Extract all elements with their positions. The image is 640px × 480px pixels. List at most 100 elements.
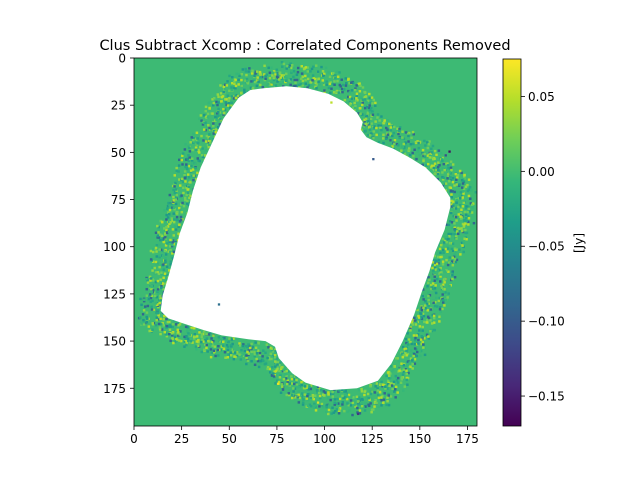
noise-pixel <box>364 129 367 133</box>
noise-pixel <box>238 353 241 356</box>
noise-pixel <box>360 128 363 132</box>
noise-pixel <box>306 70 310 73</box>
noise-pixel <box>325 410 328 414</box>
noise-pixel <box>396 357 399 360</box>
noise-pixel <box>186 199 189 203</box>
noise-pixel <box>338 407 342 410</box>
noise-pixel <box>268 357 271 361</box>
noise-pixel <box>266 366 270 369</box>
noise-pixel <box>188 150 192 153</box>
noise-pixel <box>186 326 189 329</box>
noise-pixel <box>306 86 309 89</box>
noise-pixel <box>367 404 371 408</box>
noise-pixel <box>174 228 178 231</box>
y-tick-label: 175 <box>103 382 126 396</box>
noise-pixel <box>441 178 445 181</box>
noise-pixel <box>451 271 454 274</box>
x-tick-label: 100 <box>313 432 336 446</box>
noise-pixel <box>185 202 189 205</box>
noise-pixel <box>194 146 198 149</box>
noise-pixel <box>461 205 465 208</box>
noise-pixel <box>402 142 406 146</box>
noise-pixel <box>161 238 165 241</box>
noise-pixel <box>439 275 442 278</box>
noise-pixel <box>350 97 354 100</box>
noise-pixel <box>254 72 257 75</box>
noise-pixel <box>400 369 403 373</box>
noise-pixel <box>314 77 317 81</box>
noise-pixel <box>165 273 169 277</box>
noise-pixel <box>459 196 462 200</box>
noise-pixel <box>290 393 294 397</box>
noise-pixel <box>167 211 170 214</box>
noise-pixel <box>462 225 466 228</box>
noise-pixel <box>252 79 255 83</box>
noise-pixel <box>376 113 380 116</box>
noise-pixel <box>188 164 191 168</box>
noise-pixel <box>264 362 268 365</box>
noise-pixel <box>409 357 413 360</box>
noise-pixel <box>382 398 386 401</box>
noise-pixel <box>358 412 362 415</box>
noise-pixel <box>178 323 182 326</box>
noise-pixel <box>448 170 451 174</box>
noise-pixel <box>376 130 379 133</box>
noise-pixel <box>401 352 404 355</box>
noise-pixel <box>379 383 382 386</box>
noise-pixel <box>389 139 392 142</box>
noise-pixel <box>171 243 174 247</box>
noise-pixel <box>458 194 461 197</box>
noise-pixel <box>364 405 367 408</box>
noise-pixel <box>175 195 178 199</box>
noise-pixel <box>165 218 168 221</box>
noise-pixel <box>409 365 412 369</box>
noise-pixel <box>458 204 462 207</box>
noise-pixel <box>440 152 443 155</box>
noise-pixel <box>424 144 427 147</box>
noise-pixel <box>435 168 438 172</box>
noise-pixel <box>373 405 376 408</box>
noise-pixel <box>433 287 437 290</box>
noise-pixel <box>333 398 337 401</box>
noise-pixel <box>347 77 350 81</box>
noise-pixel <box>440 271 443 274</box>
noise-pixel <box>363 90 366 94</box>
notable-pixel <box>217 303 221 306</box>
noise-pixel <box>220 337 224 341</box>
noise-pixel <box>404 141 407 144</box>
noise-pixel <box>154 260 158 264</box>
noise-pixel <box>323 89 326 92</box>
noise-pixel <box>200 333 204 336</box>
noise-pixel <box>417 342 420 345</box>
noise-pixel <box>363 390 367 393</box>
noise-pixel <box>158 286 162 289</box>
noise-pixel <box>273 76 276 79</box>
noise-pixel <box>380 115 383 118</box>
noise-pixel <box>431 282 435 285</box>
noise-pixel <box>160 328 164 331</box>
notable-pixel <box>417 316 421 319</box>
noise-pixel <box>386 396 389 399</box>
noise-pixel <box>360 390 364 393</box>
noise-pixel <box>186 179 190 182</box>
noise-pixel <box>173 225 177 228</box>
noise-pixel <box>245 89 249 93</box>
noise-pixel <box>162 240 166 244</box>
noise-pixel <box>211 112 214 115</box>
noise-pixel <box>441 283 445 287</box>
noise-pixel <box>422 298 425 301</box>
noise-pixel <box>454 250 457 254</box>
noise-pixel <box>200 350 203 354</box>
noise-pixel <box>313 402 316 406</box>
noise-pixel <box>386 119 390 122</box>
noise-pixel <box>415 321 418 325</box>
noise-pixel <box>216 116 219 119</box>
noise-pixel <box>403 347 406 351</box>
noise-pixel <box>247 70 250 73</box>
noise-pixel <box>171 219 174 223</box>
notable-pixel <box>316 401 320 404</box>
noise-pixel <box>375 401 378 405</box>
noise-pixel <box>415 342 419 346</box>
noise-pixel <box>275 381 278 384</box>
